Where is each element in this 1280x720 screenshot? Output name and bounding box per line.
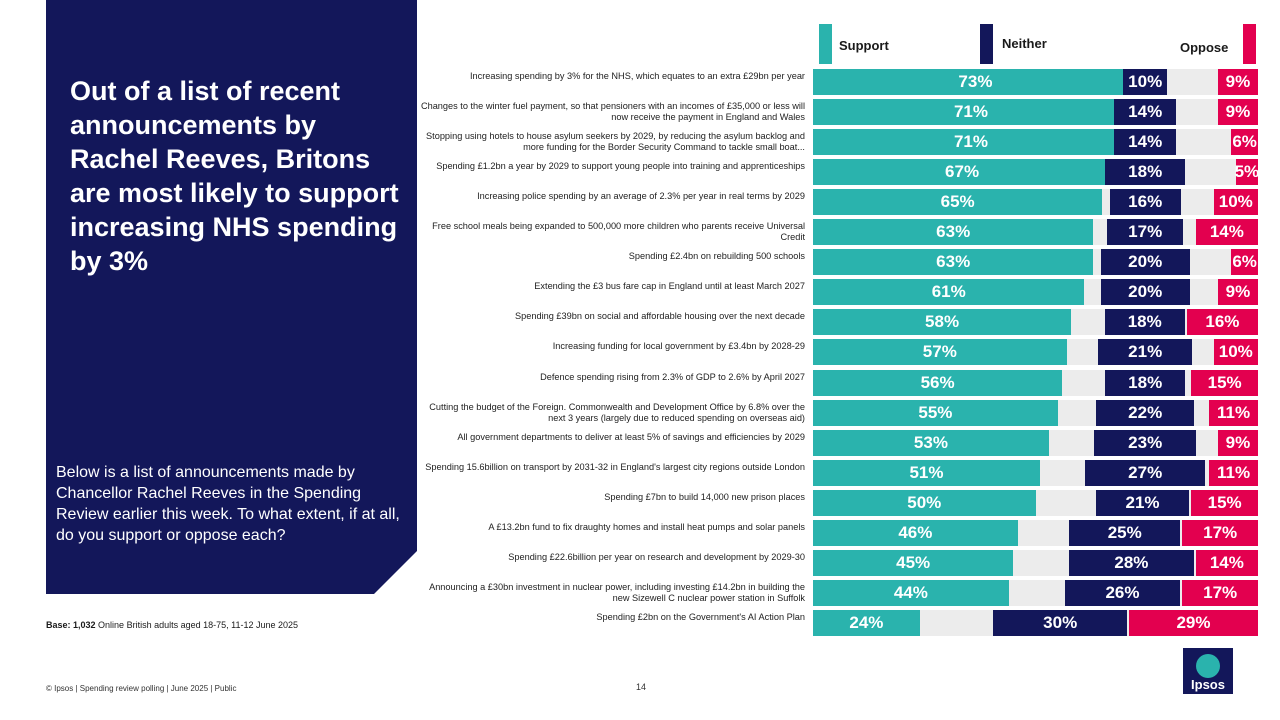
support-bar: 57%: [813, 339, 1067, 365]
legend-neither-swatch: [980, 24, 993, 64]
page-title: Out of a list of recent announcements by…: [70, 76, 399, 276]
oppose-bar: 14%: [1195, 550, 1258, 576]
legend-support-label: Support: [839, 38, 889, 53]
row-label: Defence spending rising from 2.3% of GDP…: [540, 372, 805, 382]
oppose-bar: 17%: [1182, 580, 1258, 606]
logo-text: Ipsos: [1191, 677, 1225, 692]
base-label: Base: 1,032: [46, 620, 96, 630]
row-label: Increasing spending by 3% for the NHS, w…: [469, 71, 805, 81]
support-bar: 24%: [813, 610, 920, 636]
support-bar: 44%: [813, 580, 1009, 606]
base-note: Base: 1,032 Online British adults aged 1…: [46, 620, 298, 630]
headline-panel: Out of a list of recent announcements by…: [46, 0, 417, 594]
support-bar: 45%: [813, 550, 1014, 576]
oppose-bar: 5%: [1235, 159, 1259, 185]
survey-question: Below is a list of announcements made by…: [56, 464, 400, 544]
neither-bar: 16%: [1109, 189, 1181, 215]
neither-bar: 18%: [1105, 370, 1186, 396]
oppose-bar: 9%: [1217, 69, 1258, 95]
neither-bar: 27%: [1085, 460, 1206, 486]
neither-bar: 21%: [1095, 490, 1190, 516]
row-label: Announcing a £30bn investment in nuclear…: [429, 582, 805, 603]
neither-bar: 30%: [993, 610, 1127, 636]
support-bar: 61%: [813, 279, 1085, 305]
oppose-bar: 17%: [1182, 520, 1258, 546]
neither-bar: 17%: [1107, 219, 1184, 245]
neither-bar: 21%: [1098, 339, 1192, 365]
support-bar: 71%: [813, 99, 1129, 125]
row-label: Increasing funding for local government …: [552, 341, 805, 351]
support-bar: 63%: [813, 249, 1094, 275]
neither-bar: 20%: [1100, 279, 1190, 305]
support-bar: 51%: [813, 460, 1040, 486]
neither-bar: 26%: [1064, 580, 1181, 606]
oppose-bar: 16%: [1186, 309, 1258, 335]
row-label: Spending £1.2bn a year by 2029 to suppor…: [436, 161, 805, 171]
row-label: Spending 15.6billion on transport by 203…: [425, 462, 805, 472]
legend-support-swatch: [819, 24, 832, 64]
legend-oppose-label: Oppose: [1180, 40, 1229, 55]
neither-bar: 14%: [1114, 129, 1177, 155]
footer-text: © Ipsos | Spending review polling | June…: [46, 684, 237, 693]
row-label: Increasing police spending by an average…: [477, 191, 805, 201]
oppose-bar: 11%: [1209, 460, 1258, 486]
oppose-bar: 6%: [1231, 129, 1258, 155]
oppose-bar: 9%: [1217, 99, 1258, 125]
oppose-bar: 9%: [1217, 279, 1258, 305]
support-bar: 58%: [813, 309, 1072, 335]
row-label: Spending £7bn to build 14,000 new prison…: [604, 492, 805, 502]
row-label: Extending the £3 bus fare cap in England…: [534, 281, 805, 291]
support-bar: 50%: [813, 490, 1036, 516]
oppose-bar: 11%: [1209, 400, 1258, 426]
support-bar: 73%: [813, 69, 1138, 95]
support-bar: 65%: [813, 189, 1103, 215]
neither-bar: 14%: [1114, 99, 1177, 125]
neither-bar: 23%: [1094, 430, 1197, 456]
neither-bar: 10%: [1122, 69, 1168, 95]
oppose-bar: 6%: [1231, 249, 1258, 275]
oppose-bar: 10%: [1213, 189, 1258, 215]
ipsos-logo: Ipsos: [1183, 648, 1233, 694]
row-label: Spending £22.6billion per year on resear…: [508, 552, 805, 562]
legend-neither-label: Neither: [1002, 36, 1047, 51]
row-label: Spending £2bn on the Government's AI Act…: [596, 612, 805, 622]
row-label: Spending £2.4bn on rebuilding 500 school…: [628, 251, 805, 261]
neither-bar: 18%: [1104, 309, 1185, 335]
oppose-bar: 29%: [1128, 610, 1258, 636]
support-bar: 67%: [813, 159, 1112, 185]
base-text: Online British adults aged 18-75, 11-12 …: [95, 620, 299, 630]
oppose-bar: 10%: [1213, 339, 1258, 365]
row-label: Changes to the winter fuel payment, so t…: [420, 101, 805, 122]
support-bar: 71%: [813, 129, 1129, 155]
neither-bar: 20%: [1100, 249, 1190, 275]
support-bar: 55%: [813, 400, 1058, 426]
neither-bar: 22%: [1096, 400, 1195, 426]
support-bar: 63%: [813, 219, 1094, 245]
support-bar: 53%: [813, 430, 1049, 456]
row-label: Spending £39bn on social and affordable …: [515, 311, 805, 321]
row-label: Free school meals being expanded to 500,…: [432, 221, 805, 242]
neither-bar: 18%: [1105, 159, 1186, 185]
row-label: Stopping using hotels to house asylum se…: [426, 131, 805, 152]
oppose-bar: 15%: [1191, 370, 1258, 396]
oppose-bar: 9%: [1217, 430, 1258, 456]
support-bar: 56%: [813, 370, 1063, 396]
row-label: A £13.2bn fund to fix draughty homes and…: [488, 522, 805, 532]
row-label: Cutting the budget of the Foreign. Commo…: [429, 402, 805, 423]
neither-bar: 25%: [1069, 520, 1181, 546]
neither-bar: 28%: [1069, 550, 1194, 576]
support-bar: 46%: [813, 520, 1018, 546]
legend-oppose-swatch: [1243, 24, 1256, 64]
oppose-bar: 14%: [1195, 219, 1258, 245]
oppose-bar: 15%: [1191, 490, 1258, 516]
row-label: All government departments to deliver at…: [457, 432, 805, 442]
logo-mark-icon: [1196, 654, 1220, 678]
page-number: 14: [636, 682, 647, 692]
